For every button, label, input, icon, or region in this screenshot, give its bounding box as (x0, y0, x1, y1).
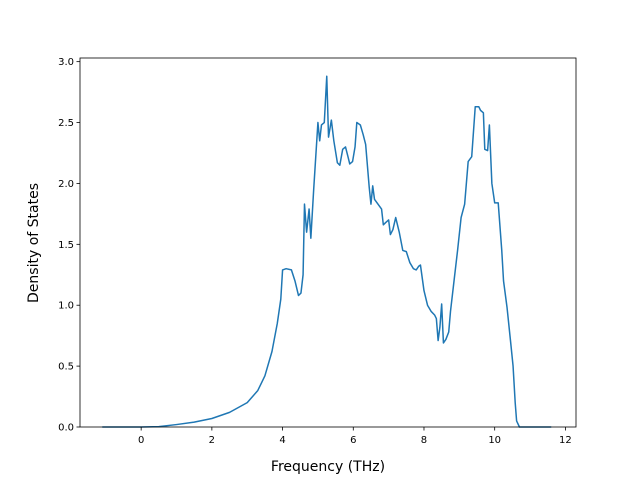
x-axis-label: Frequency (THz) (271, 459, 385, 475)
y-tick-label: 2.0 (58, 179, 74, 190)
y-tick-label: 3.0 (58, 57, 74, 68)
x-tick-label: 8 (421, 435, 427, 446)
plot-frame (79, 57, 577, 428)
y-tick-label: 1.5 (58, 240, 74, 251)
x-tick-label: 4 (279, 435, 285, 446)
x-tick-label: 0 (138, 435, 144, 446)
dos-line (102, 75, 552, 428)
y-tick-label: 0.0 (58, 423, 74, 434)
x-tick-label: 6 (350, 435, 356, 446)
x-tick-label: 2 (209, 435, 215, 446)
y-tick-label: 2.5 (58, 118, 74, 129)
x-tick-label: 12 (559, 435, 572, 446)
y-tick-label: 1.0 (58, 301, 74, 312)
x-tick-label: 10 (488, 435, 501, 446)
y-tick-label: 0.5 (58, 362, 74, 373)
y-axis-label: Density of States (26, 183, 42, 303)
